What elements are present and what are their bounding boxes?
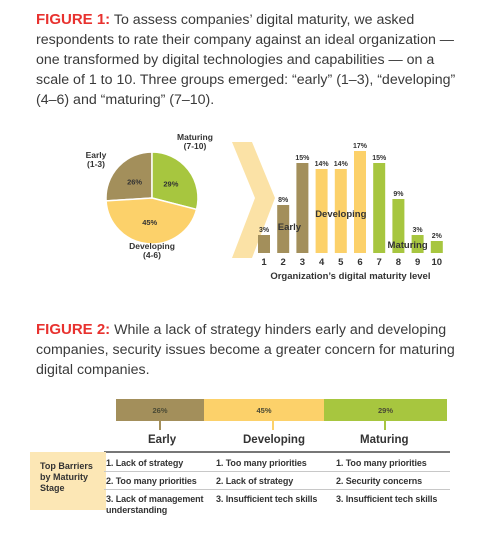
figure2-label: FIGURE 2: [36,321,111,338]
x-tick-label: 9 [415,257,420,268]
stage-developing: Developing [243,434,305,446]
callout-arrow [232,142,275,258]
barrier-early-3: 3. Lack of management understanding [106,494,204,515]
pie-slice-1 [105,151,153,202]
pie-category-line: (7-10) [184,141,207,151]
bar-value-label: 14% [334,161,349,168]
x-tick-label: 8 [396,257,401,268]
bar-group-label: Developing [315,209,366,220]
bar-4 [315,169,328,253]
row-separator [104,489,450,490]
pie-category-line: Developing [129,241,175,251]
bar-10 [430,241,443,253]
x-tick-label: 4 [319,257,325,268]
connector-maturing [384,421,386,430]
figure1-caption: FIGURE 1: To assess companies’ digital m… [36,10,466,110]
pie-category-line: Maturing [177,132,213,142]
barrier-developing-3: 3. Insufficient tech skills [216,494,318,504]
barrier-label: Top Barriers by Maturity Stage [40,461,93,493]
bar-1 [258,235,270,253]
bar-value-label: 8% [278,197,289,204]
figure1-text: To assess companies’ digital maturity, w… [36,12,456,108]
bar-group-label: Early [278,222,302,233]
pie-category-label: Developing (4-6) [129,241,175,260]
barrier-maturing-1: 1. Too many priorities [336,458,427,468]
bar-group-label: Maturing [388,240,428,251]
stage-maturing: Maturing [360,434,409,446]
bar-5 [334,169,347,253]
figure1-charts: 26% 29%45%Early (1-3)Maturing (7-10)Develop… [86,132,443,282]
figure1-label: FIGURE 1: [36,11,111,28]
figure2-text: While a lack of strategy hinders early a… [36,322,455,378]
barrier-developing-1: 1. Too many priorities [216,458,307,468]
stage-early: Early [148,434,177,446]
bar-7 [373,163,386,253]
barrier-maturing-2: 2. Security concerns [336,476,423,486]
x-tick-label: 3 [300,257,305,268]
pie-category-line: (1-3) [87,159,105,169]
pie-value-label: 29% [163,179,178,188]
segment-maturing: 29% [324,399,447,421]
pie-category-label: Maturing (7-10) [177,132,213,151]
bar-value-label: 9% [393,191,404,198]
pie-chart: 26% 29% 45% Early (1-3) Maturing (7-10) Develop… [86,132,213,260]
bar-6 [354,151,366,253]
connector-developing [272,421,274,430]
barrier-early-1: 1. Lack of strategy [106,458,184,468]
connector-early [159,421,161,430]
pie-category-label: Early (1-3) [86,150,107,169]
bar-3 [296,163,309,253]
bar-value-label: 15% [295,155,310,162]
bar-2 [277,205,290,253]
barrier-early-2: 2. Too many priorities [106,476,197,486]
bar-value-label: 3% [259,227,270,234]
pie-value-label: 45% [142,218,157,227]
bar-value-label: 2% [432,233,443,240]
bar-value-label: 17% [353,143,368,150]
x-tick-label: 10 [432,257,443,268]
bar-chart: 3% 1 8% 2 15% 3 14% 4 14% 5 17% 6 15% 7 9% 8 3% 9 2% 10 Earl… [258,143,443,282]
row-separator [104,471,450,472]
x-tick-label: 7 [377,257,382,268]
stage-divider [104,451,450,453]
pie-slice-3 [105,197,198,245]
figure2-caption: FIGURE 2: While a lack of strategy hinde… [36,320,466,380]
bar-value-label: 14% [315,161,330,168]
x-tick-label: 1 [261,257,267,268]
bar-9 [411,235,424,253]
barrier-label-box [30,452,106,510]
segment-developing: 45% [204,399,324,421]
bar-8 [392,199,405,253]
barrier-maturing-3: 3. Insufficient tech skills [336,494,438,504]
pie-category-line: (4-6) [143,250,161,260]
bar-value-label: 3% [413,227,424,234]
bar-value-label: 15% [372,155,387,162]
pie-category-line: Early [86,150,107,160]
barrier-developing-2: 2. Lack of strategy [216,476,294,486]
x-axis-label: Organization’s digital maturity level [270,271,430,282]
x-tick-label: 5 [338,257,344,268]
x-tick-label: 2 [281,257,286,268]
pie-slice-2 [151,151,199,211]
pie-value-label: 26% [127,178,142,187]
segment-early: 26% [116,399,204,421]
x-tick-label: 6 [357,257,362,268]
